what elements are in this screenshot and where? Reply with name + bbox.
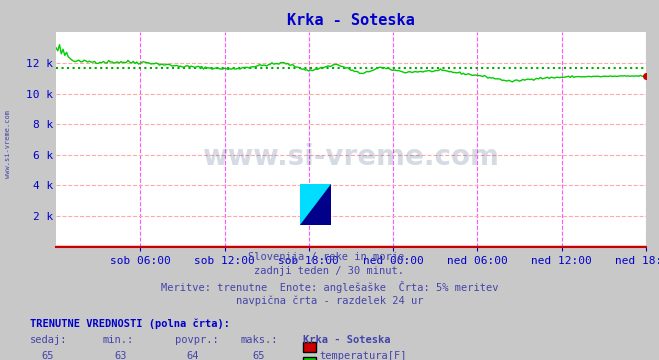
Text: navpična črta - razdelek 24 ur: navpična črta - razdelek 24 ur: [236, 295, 423, 306]
Title: Krka - Soteska: Krka - Soteska: [287, 13, 415, 28]
Text: Krka - Soteska: Krka - Soteska: [303, 335, 391, 345]
Text: Slovenija / reke in morje.: Slovenija / reke in morje.: [248, 252, 411, 262]
Text: 65: 65: [253, 351, 265, 360]
Text: temperatura[F]: temperatura[F]: [320, 351, 407, 360]
Text: Meritve: trenutne  Enote: anglešaške  Črta: 5% meritev: Meritve: trenutne Enote: anglešaške Črta…: [161, 281, 498, 293]
Text: www.si-vreme.com: www.si-vreme.com: [202, 143, 500, 171]
Text: min.:: min.:: [102, 335, 133, 345]
Polygon shape: [300, 184, 331, 225]
Text: 63: 63: [115, 351, 127, 360]
Text: maks.:: maks.:: [241, 335, 278, 345]
Text: 64: 64: [187, 351, 199, 360]
Polygon shape: [300, 184, 331, 225]
Text: 65: 65: [42, 351, 54, 360]
Text: TRENUTNE VREDNOSTI (polna črta):: TRENUTNE VREDNOSTI (polna črta):: [30, 319, 229, 329]
Text: povpr.:: povpr.:: [175, 335, 218, 345]
Text: sedaj:: sedaj:: [30, 335, 67, 345]
Text: www.si-vreme.com: www.si-vreme.com: [5, 110, 11, 178]
Text: zadnji teden / 30 minut.: zadnji teden / 30 minut.: [254, 266, 405, 276]
